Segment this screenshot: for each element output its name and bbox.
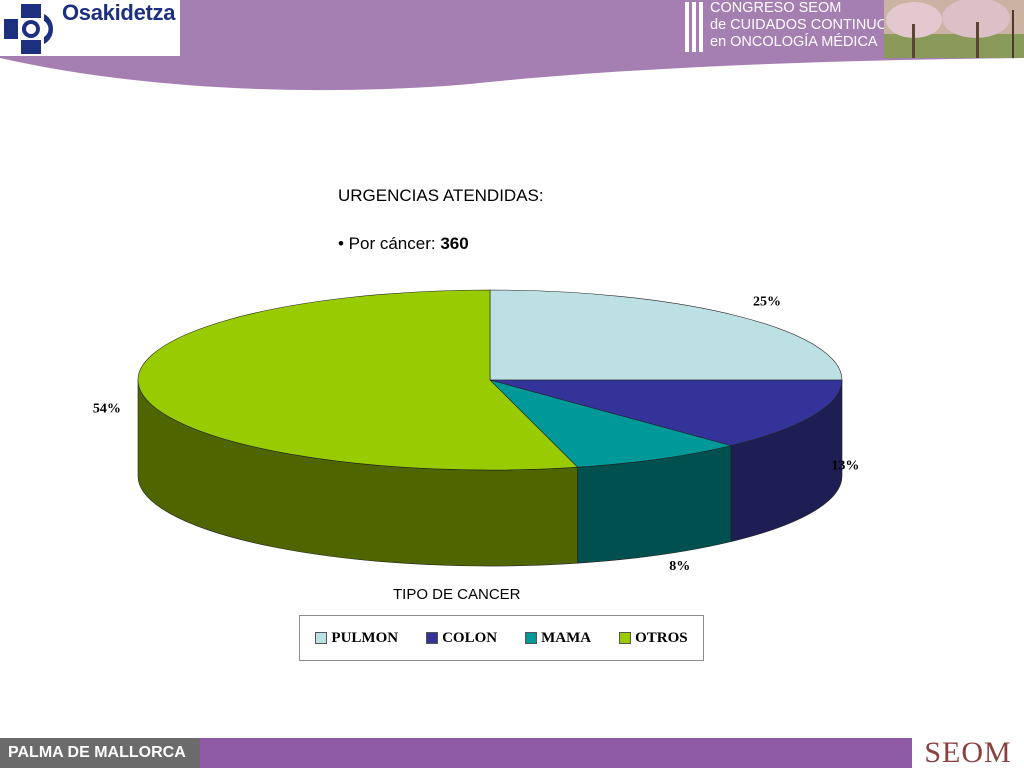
logo-text: Osakidetza <box>62 0 176 25</box>
pie-label-colon: 13% <box>831 458 859 473</box>
chart-legend: PULMON COLON MAMA OTROS <box>299 615 704 661</box>
pie-label-pulmon: 25% <box>753 294 781 309</box>
osakidetza-logo: Osakidetza <box>0 0 180 56</box>
pie-slice-mama <box>488 379 732 468</box>
congress-title: CONGRESO SEOM de CUIDADOS CONTINUOS en O… <box>710 0 898 51</box>
legend-label-mama: MAMA <box>541 629 592 646</box>
congress-line-3: en ONCOLOGÍA MÉDICA <box>710 34 878 50</box>
pie-label-mama: 8% <box>669 559 690 574</box>
legend-swatch-mama <box>525 632 538 644</box>
legend-label-pulmon: PULMON <box>331 629 399 646</box>
bullet-label: • Por cáncer: <box>338 234 441 253</box>
chart-title: TIPO DE CANCER <box>393 586 521 603</box>
footer-bar: PALMA DE MALLORCA SEOM <box>0 738 1024 768</box>
legend-swatch-pulmon <box>315 632 328 644</box>
header-band <box>0 0 1024 91</box>
legend-item-mama: MAMA <box>525 630 591 647</box>
pie-slice-otros <box>137 289 579 471</box>
legend-item-pulmon: PULMON <box>315 630 398 647</box>
pie-slice-colon <box>489 379 843 446</box>
bullet-value: 360 <box>440 234 469 253</box>
pie-slice-pulmon <box>489 289 843 381</box>
seom-logo: SEOM <box>912 738 1024 768</box>
legend-label-colon: COLON <box>442 629 498 646</box>
legend-item-otros: OTROS <box>619 630 688 647</box>
footer-city: PALMA DE MALLORCA <box>0 738 200 768</box>
congress-line-2: de CUIDADOS CONTINUOS <box>710 17 898 33</box>
slide-title-block: URGENCIAS ATENDIDAS: • Por cáncer: 360 <box>338 186 544 254</box>
slide-title: URGENCIAS ATENDIDAS: <box>338 186 544 205</box>
legend-swatch-colon <box>426 632 439 644</box>
legend-label-otros: OTROS <box>635 629 688 646</box>
legend-swatch-otros <box>619 632 632 644</box>
congress-bars-icon <box>685 2 703 52</box>
osakidetza-mark-icon <box>4 4 53 54</box>
pie-label-otros: 54% <box>93 401 121 416</box>
congress-line-1: CONGRESO SEOM <box>710 0 842 16</box>
header-photo <box>884 0 1024 58</box>
legend-item-colon: COLON <box>426 630 497 647</box>
bullet-line: • Por cáncer: 360 <box>338 234 544 254</box>
